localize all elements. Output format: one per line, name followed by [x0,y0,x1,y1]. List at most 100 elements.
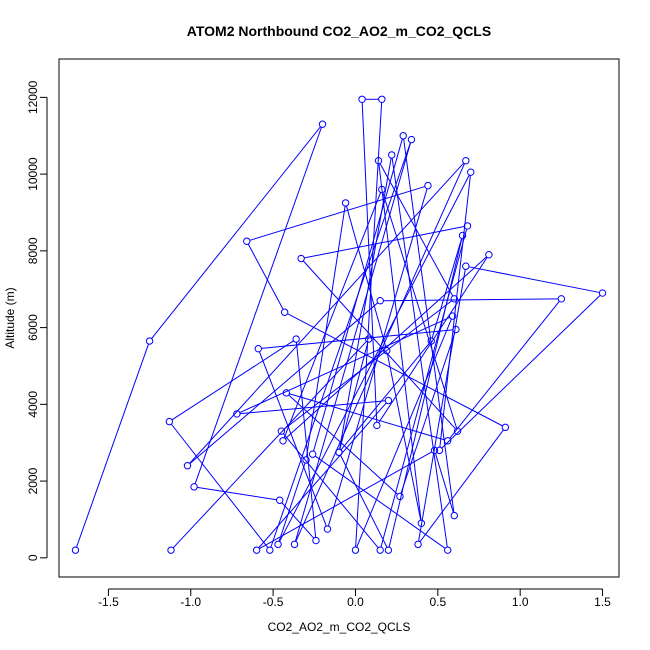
data-point [290,540,299,549]
y-tick-label: 6000 [26,314,40,341]
series-segment [403,138,455,513]
series-segment [287,313,503,427]
data-point [435,446,444,455]
series-segment [76,343,149,548]
data-point [243,237,251,245]
series-segment [283,433,379,548]
data-point [190,483,198,491]
series-segment [197,486,277,501]
series-segment [189,302,379,465]
series-segment [378,257,488,424]
series-segment [314,455,446,549]
data-point [233,410,241,418]
data-point [254,344,262,353]
plot-area-frame [58,58,620,578]
series-segment [386,353,422,521]
data-point [384,546,393,554]
series-segment [278,462,306,542]
data-point [378,185,386,194]
series-segment [356,318,452,548]
data-point [308,450,317,458]
series-segment [449,301,560,439]
x-tick-label: -1.5 [98,595,119,609]
data-point [167,546,175,554]
chart-title: ATOM2 Northbound CO2_AO2_m_CO2_QCLS [187,23,491,39]
data-point [448,312,457,320]
data-point [276,496,284,504]
data-point [414,540,422,549]
y-axis: 0 2000 4000 6000 8000 10000 12000 [26,80,48,561]
y-tick-label: 8000 [26,237,40,264]
series-segment [261,329,453,349]
series-segment [304,226,465,259]
data-point [297,254,305,263]
series-segment [340,343,430,451]
data-point [358,95,366,103]
data-point [462,156,470,165]
series-segment [281,502,315,539]
series-segment [361,102,378,423]
series-segment [151,126,321,339]
data-point [444,546,452,554]
series-segment [172,341,367,549]
y-tick-label: 10000 [26,157,40,191]
data-point [279,437,287,445]
data-point [351,546,360,554]
series-points [71,95,607,554]
data-point [183,462,192,470]
series-segment [468,266,600,293]
data-point [417,519,426,527]
data-point [452,325,460,334]
data-point [501,423,510,432]
data-point [318,120,327,128]
series-segment [339,342,369,450]
data-point [458,231,467,240]
series-segment [194,127,322,484]
data-point [598,289,607,297]
data-point [378,95,386,103]
data-point [374,156,383,165]
series-segment [302,260,456,430]
data-point [453,427,462,435]
data-point [282,389,290,397]
x-tick-label: -1.0 [180,595,201,609]
data-point [165,417,174,426]
series-segment [345,205,387,348]
series-segment [431,238,463,339]
data-point [266,546,274,554]
y-tick-label: 12000 [26,80,40,114]
series-segment [247,243,284,310]
data-point [557,295,566,303]
data-point [252,546,261,554]
series-segment [355,102,383,547]
data-point [145,337,154,345]
series-segment [258,402,387,549]
series-segment [339,157,392,450]
data-point [277,427,286,435]
data-point [407,135,416,144]
series-segment [391,158,448,548]
data-point [302,456,310,464]
x-tick-label: 0.0 [347,595,364,609]
data-point [485,250,493,259]
data-point [383,346,391,355]
data-point [427,337,435,345]
x-tick-label: 0.5 [429,595,446,609]
x-axis: -1.5 -1.0 -0.5 0.0 0.5 1.0 1.5 [98,588,611,609]
data-point [462,262,470,270]
series-segment [380,228,468,548]
series-segment [259,451,432,550]
series-segment [240,400,386,415]
data-point [450,295,458,303]
data-point [341,199,350,207]
series-segment [270,142,411,548]
data-point [364,335,373,343]
y-tick-label: 0 [26,554,40,561]
data-point [467,168,475,176]
data-point [312,536,320,545]
series-segment [171,340,294,421]
data-point [376,546,384,554]
y-tick-label: 4000 [26,391,40,418]
